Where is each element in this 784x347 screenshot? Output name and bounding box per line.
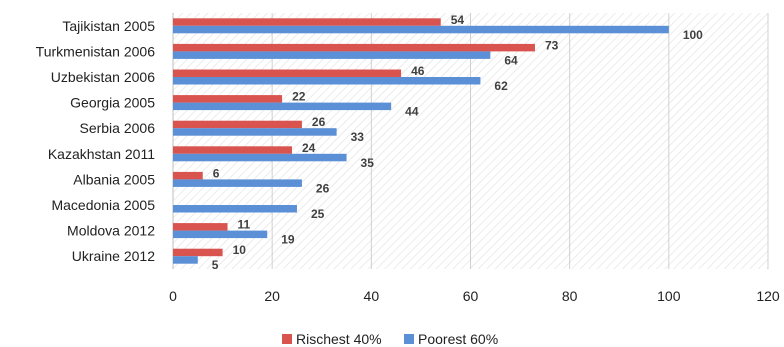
data-label: 10 [233, 243, 247, 257]
x-tick-label: 100 [657, 288, 681, 304]
data-label: 24 [302, 141, 316, 155]
data-label: 73 [545, 38, 559, 52]
category-label: Tajikistan 2005 [62, 18, 155, 34]
bar-richest [173, 248, 223, 257]
x-tick-label: 120 [756, 288, 780, 304]
bars [173, 18, 669, 264]
data-label: 11 [238, 218, 251, 232]
data-label: 54 [451, 13, 465, 27]
data-label: 26 [316, 181, 330, 195]
legend: Rischest 40% Poorest 60% [282, 331, 498, 347]
category-label: Turkmenistan 2006 [36, 43, 156, 59]
bar-poorest [173, 51, 491, 59]
bar-richest [173, 120, 302, 129]
data-label: 19 [281, 233, 295, 247]
data-label: 100 [683, 28, 703, 42]
x-tick-label: 20 [264, 288, 280, 304]
data-label: 35 [361, 156, 375, 170]
data-label: 22 [292, 90, 306, 104]
bar-richest [173, 171, 203, 180]
category-label: Uzbekistan 2006 [51, 69, 156, 85]
category-label: Moldova 2012 [67, 223, 155, 239]
data-label: 64 [504, 53, 518, 67]
bar-poorest [173, 102, 392, 111]
category-labels: Tajikistan 2005 Turkmenistan 2006 Uzbekist… [36, 18, 156, 264]
category-label: Ukraine 2012 [72, 248, 155, 264]
data-label: 33 [351, 130, 365, 144]
bar-poorest [173, 230, 268, 239]
data-label: 5 [212, 258, 219, 272]
bar-richest [173, 223, 228, 231]
x-tick-label: 80 [562, 288, 578, 304]
data-label: 62 [494, 79, 508, 93]
legend-label: Poorest 60% [418, 331, 498, 347]
x-tick-label: 40 [364, 288, 380, 304]
legend-label: Rischest 40% [296, 331, 382, 347]
category-label: Albania 2005 [73, 171, 155, 187]
data-label: 44 [405, 105, 419, 119]
x-tick-label: 0 [169, 288, 177, 304]
bar-poorest [173, 25, 669, 34]
bar-poorest [173, 205, 297, 213]
legend-swatch-richest [282, 334, 292, 344]
data-label: 26 [312, 115, 326, 129]
x-tick-label: 60 [463, 288, 479, 304]
data-label: 6 [213, 166, 220, 180]
bar-poorest [173, 256, 198, 264]
category-label: Macedonia 2005 [51, 197, 155, 213]
bar-richest [173, 18, 441, 26]
category-label: Kazakhstan 2011 [48, 146, 155, 162]
bar-poorest [173, 179, 302, 187]
bar-poorest [173, 77, 481, 85]
data-labels: 54 100 73 64 46 62 22 44 26 33 24 35 6 26 25 11 19 10 5 [212, 13, 703, 272]
bar-richest [173, 95, 283, 103]
bar-poorest [173, 153, 347, 162]
x-axis-ticks: 0 20 40 60 80 100 120 [169, 288, 780, 304]
bar-richest [173, 43, 535, 52]
bar-richest [173, 69, 402, 77]
data-label: 46 [411, 64, 425, 78]
data-label: 25 [311, 207, 325, 221]
legend-swatch-poorest [404, 334, 414, 344]
bar-poorest [173, 128, 337, 136]
bar-richest [173, 146, 292, 154]
category-label: Serbia 2006 [79, 120, 155, 136]
category-label: Georgia 2005 [70, 95, 155, 111]
